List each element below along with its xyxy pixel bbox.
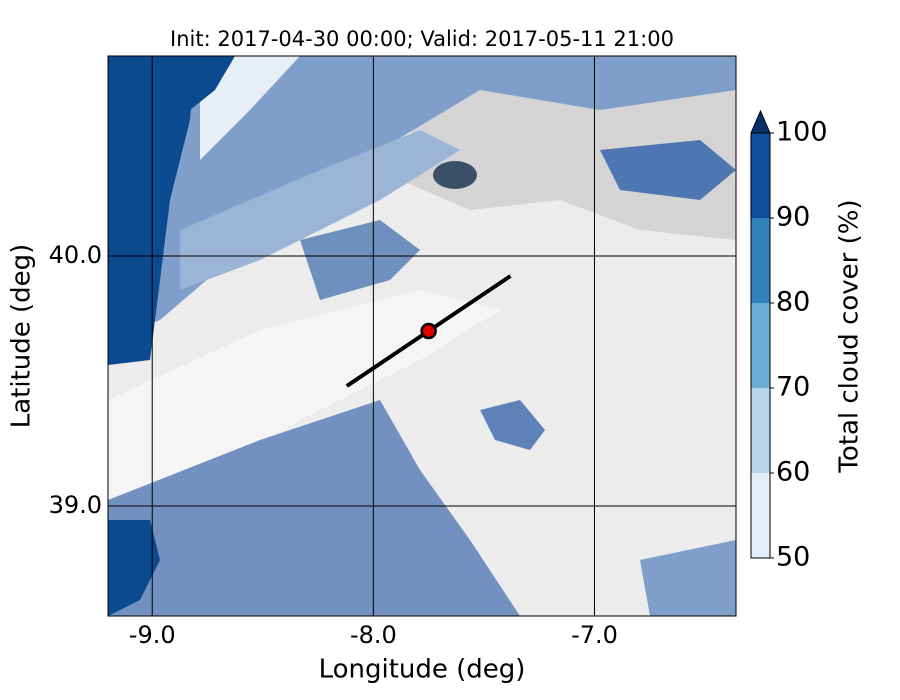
location-marker: [420, 322, 437, 340]
map-title: Init: 2017-04-30 00:00; Valid: 2017-05-1…: [170, 27, 674, 51]
x-axis-label: Longitude (deg): [319, 655, 526, 685]
colorbar-tick-label: 60: [776, 457, 810, 488]
x-tick-label: -9.0: [129, 621, 176, 649]
colorbar-label: Total cloud cover (%): [835, 199, 865, 473]
y-axis-label: Latitude (deg): [7, 244, 37, 429]
cloud-field: [108, 56, 736, 616]
colorbar-segment: [751, 388, 770, 473]
y-tick-label: 39.0: [49, 491, 102, 519]
colorbar-tick-label: 50: [776, 542, 810, 573]
colorbar-segment: [751, 218, 770, 303]
colorbar-tick-label: 90: [776, 202, 810, 233]
colorbar-frame: [750, 132, 771, 559]
colorbar-tick-label: 100: [776, 117, 828, 148]
colorbar-segment: [751, 303, 770, 388]
colorbar-tick-label: 70: [776, 372, 810, 403]
colorbar-segment: [751, 133, 770, 218]
colorbar-tick-label: 80: [776, 287, 810, 318]
colorbar-segment: [751, 473, 770, 558]
x-tick-label: -8.0: [350, 621, 397, 649]
colorbar-extension: [750, 109, 771, 134]
axes-frame: [107, 55, 737, 617]
x-tick-label: -7.0: [571, 621, 618, 649]
y-tick-label: 40.0: [49, 241, 102, 269]
